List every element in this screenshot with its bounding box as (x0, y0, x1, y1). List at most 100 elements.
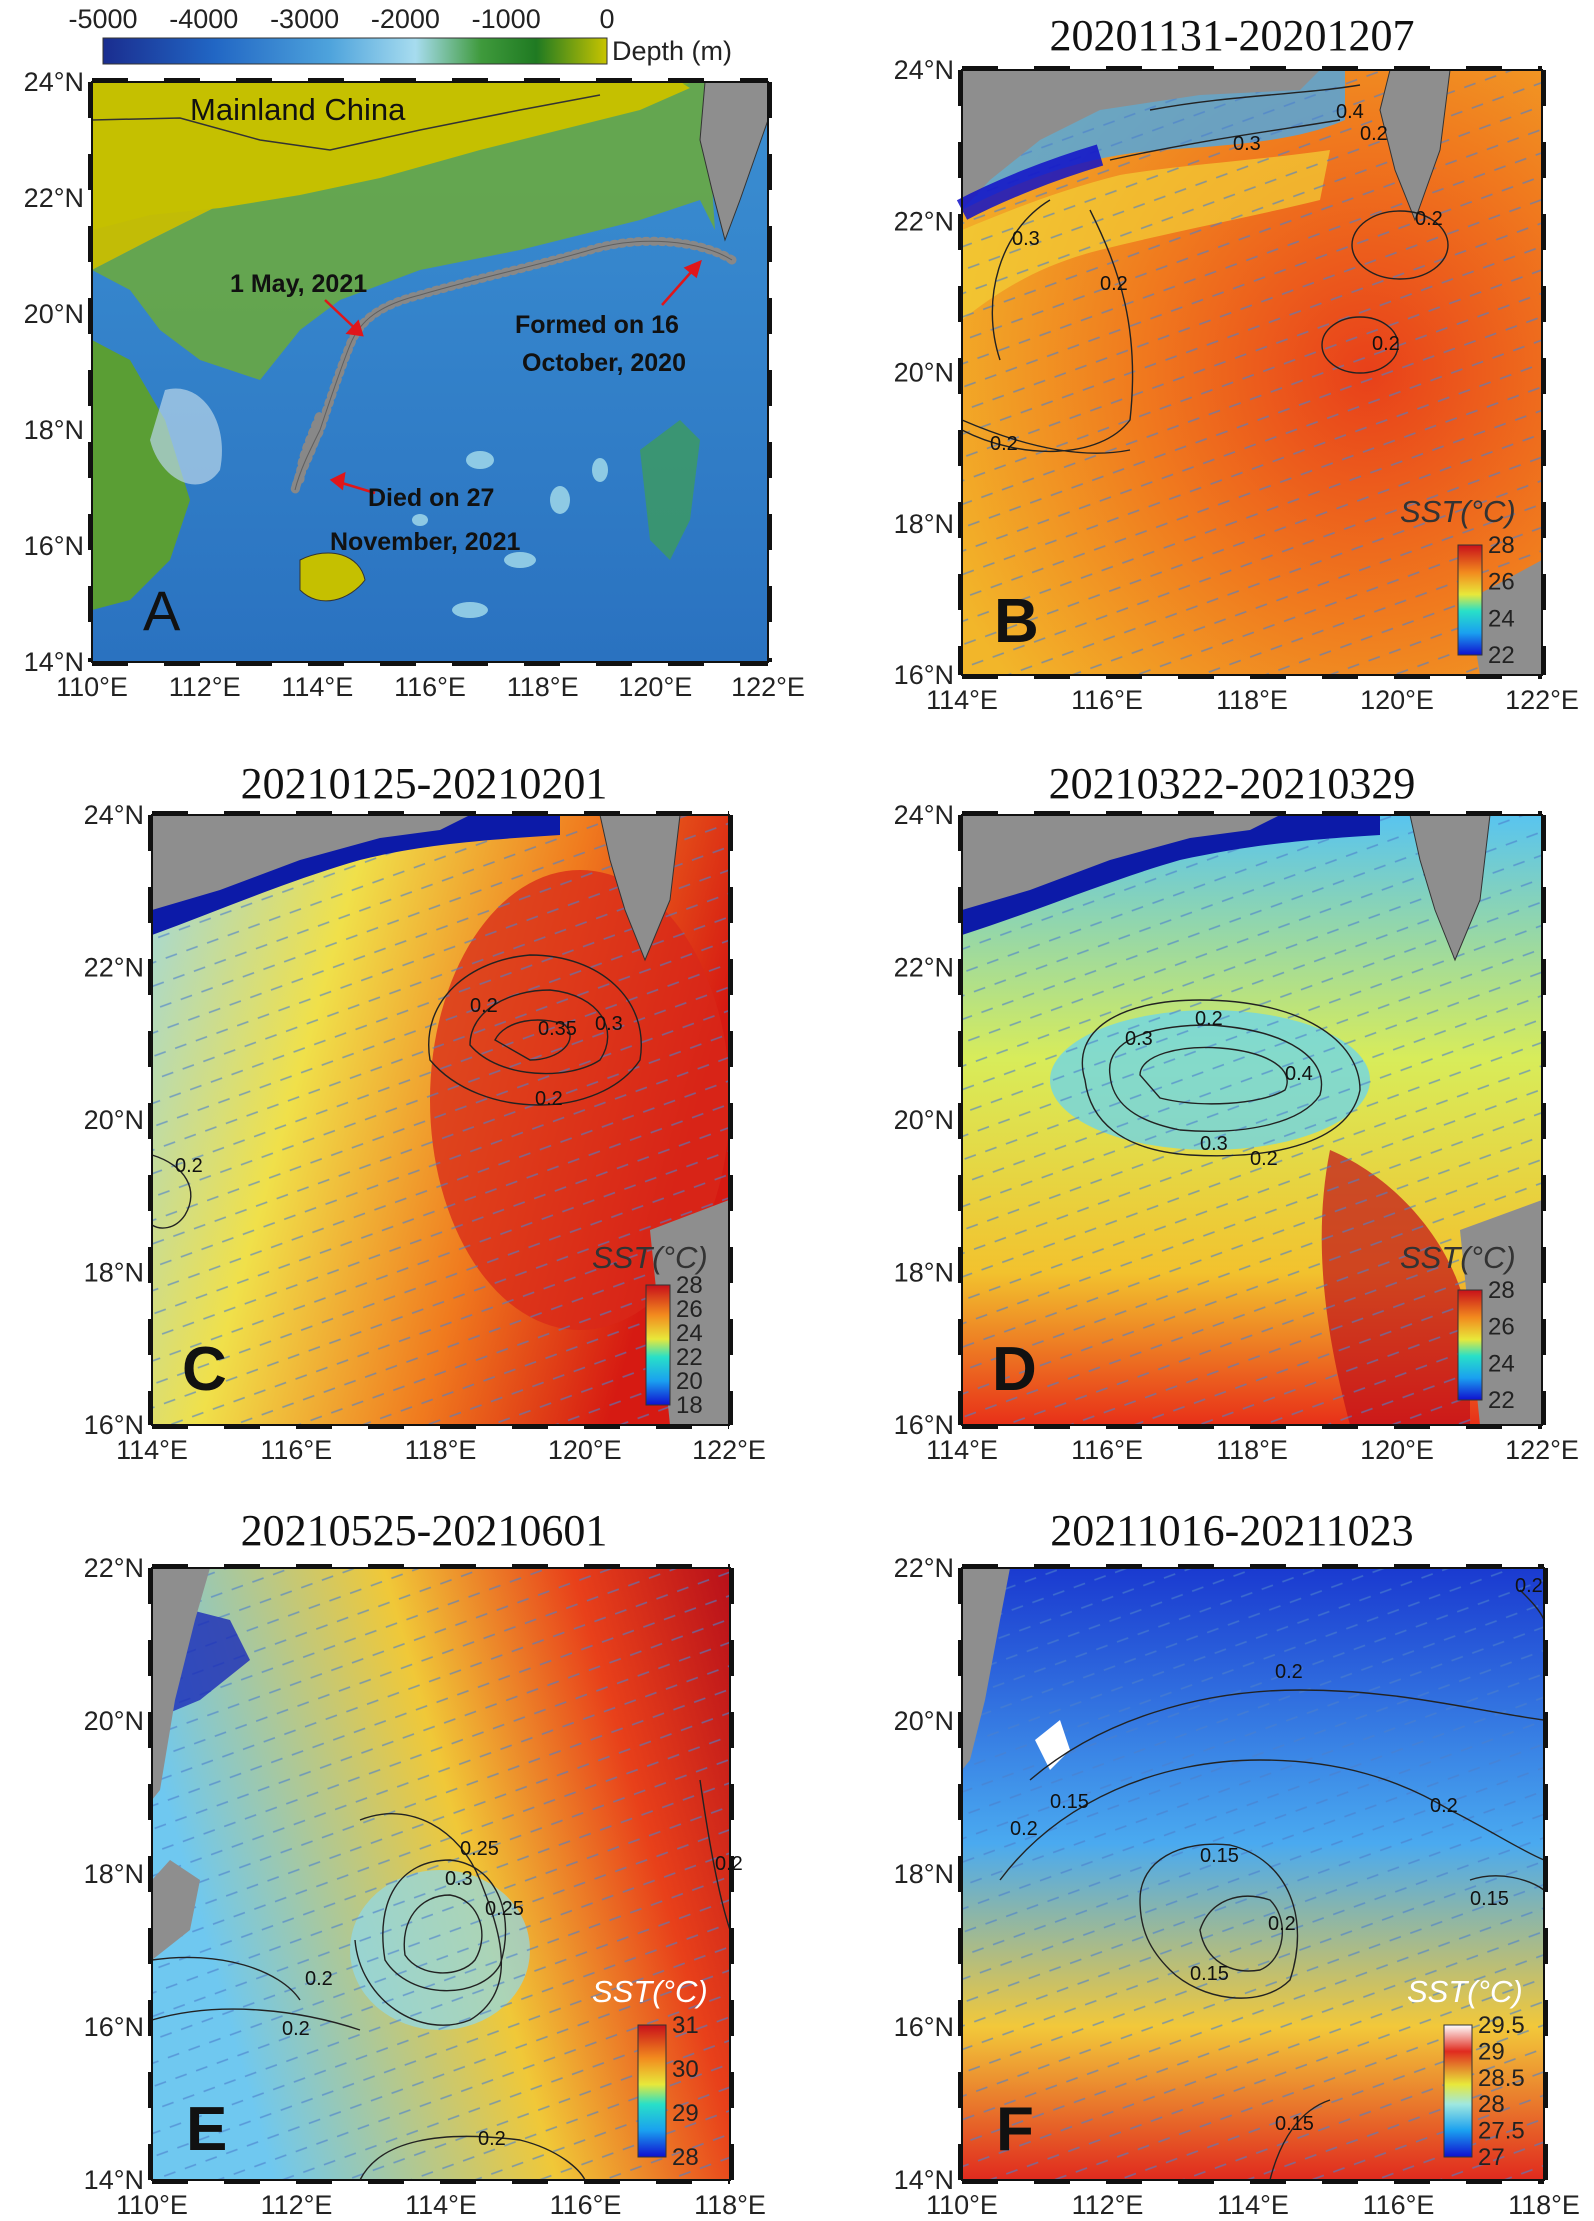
lat-label: 18°N (84, 1258, 144, 1288)
lat-label: 14°N (84, 2165, 144, 2195)
sst-colorbar-tick: 18 (676, 1392, 703, 1419)
svg-text:0.2: 0.2 (715, 1853, 743, 1875)
depth-colorbar-tick: -1000 (472, 4, 541, 34)
panel-a-label-died-2: November, 2021 (330, 528, 520, 556)
lon-label: 120°E (618, 672, 692, 702)
panel-f-contour-labels: 0.2 0.2 0.15 0.2 0.15 0.2 0.15 0.15 0.2 … (1010, 1575, 1543, 2135)
lat-label: 14°N (894, 2165, 954, 2195)
sst-colorbar-tick: 20 (676, 1368, 703, 1395)
panel-c-letter: C (182, 1335, 227, 1404)
depth-colorbar-ramp (102, 37, 608, 65)
panel-a-mainland (92, 82, 690, 230)
lat-label: 20°N (894, 1706, 954, 1736)
depth-colorbar-tick: -2000 (371, 4, 440, 34)
sst-colorbar-tick: 28 (1488, 1277, 1515, 1304)
panel-d-lon-labels: 114°E 116°E 118°E 120°E 122°E (926, 1435, 1579, 1465)
lat-label: 20°N (894, 1105, 954, 1135)
lon-label: 116°E (1071, 1435, 1143, 1465)
panel-f-letter: F (996, 2095, 1034, 2164)
lat-label: 16°N (894, 660, 954, 690)
lat-label: 22°N (894, 1553, 954, 1583)
sst-colorbar-tick: 24 (676, 1320, 703, 1347)
panel-c-frame (148, 811, 733, 1429)
svg-text:0.2: 0.2 (1360, 123, 1388, 145)
lat-label: 22°N (24, 183, 84, 213)
panel-b-lat-labels: 24°N 22°N 20°N 18°N 16°N (894, 55, 954, 690)
panel-a-lat-labels: 24°N 22°N 20°N 18°N 16°N 14°N (24, 67, 84, 677)
sst-colorbar-tick: 28 (676, 1272, 703, 1299)
sst-colorbar-tick: 22 (676, 1344, 703, 1371)
lon-label: 112°E (169, 672, 241, 702)
lon-label: 118°E (405, 1435, 477, 1465)
panel-e: 20210525-20210601 0.25 0.3 0.25 0.2 0.2 … (84, 1506, 766, 2220)
lat-label: 16°N (84, 2012, 144, 2042)
svg-text:0.2: 0.2 (1515, 1575, 1543, 1597)
lat-label: 18°N (894, 509, 954, 539)
sst-colorbar-ramp (637, 2024, 667, 2158)
panel-d-title: 20210322-20210329 (1049, 759, 1416, 808)
panel-d-frame (958, 811, 1546, 1429)
panel-a-west-shelf (92, 340, 190, 610)
panel-d-letter: D (992, 1335, 1037, 1404)
depth-colorbar-tick: 0 (599, 4, 614, 34)
panel-a-shelf-edge (150, 388, 222, 485)
lat-label: 22°N (894, 953, 954, 983)
sst-colorbar-tick: 22 (1488, 642, 1515, 669)
svg-text:0.25: 0.25 (460, 1838, 499, 1860)
panel-f: 20211016-20211023 0.2 0.2 0.15 0.2 0.15 … (894, 1506, 1580, 2220)
lon-label: 122°E (692, 1435, 766, 1465)
panel-d-mainland (962, 815, 1280, 910)
panel-a-label-formed-1: Formed on 16 (515, 311, 679, 339)
lat-label: 20°N (84, 1706, 144, 1736)
panel-b-luzon (1468, 560, 1542, 675)
svg-text:0.3: 0.3 (1233, 133, 1261, 155)
sst-colorbar-tick: 27.5 (1478, 2118, 1525, 2145)
panel-c-sst-label: SST(°C) (592, 1240, 708, 1275)
svg-text:0.4: 0.4 (1285, 1063, 1313, 1085)
lon-label: 112°E (261, 2190, 333, 2216)
lon-label: 116°E (1363, 2190, 1435, 2216)
lon-label: 112°E (1072, 2190, 1144, 2216)
sst-colorbar-tick: 24 (1488, 1350, 1515, 1377)
sst-colorbar-tick: 26 (1488, 569, 1515, 596)
panel-c-lat-labels: 24°N 22°N 20°N 18°N 16°N (84, 800, 144, 1440)
sst-colorbar-ramp (1457, 1289, 1483, 1401)
panel-d: 20210322-20210329 0.2 0.3 0.4 0.3 0.2 28… (894, 759, 1579, 1465)
svg-text:0.2: 0.2 (1268, 1913, 1296, 1935)
lat-label: 20°N (24, 299, 84, 329)
panel-b-colorbar: 28 26 24 22 (1457, 532, 1515, 669)
panel-e-mainland (152, 1568, 210, 1800)
lat-label: 22°N (84, 953, 144, 983)
lat-label: 20°N (84, 1105, 144, 1135)
panel-a-pointer-arrows (324, 259, 702, 495)
svg-text:0.15: 0.15 (1190, 1963, 1229, 1985)
svg-text:0.2: 0.2 (1372, 333, 1400, 355)
panel-f-mainland (962, 1568, 1010, 1770)
panel-b-frame (958, 66, 1546, 679)
lat-label: 16°N (24, 531, 84, 561)
lon-label: 120°E (1360, 1435, 1434, 1465)
svg-text:0.3: 0.3 (445, 1868, 473, 1890)
sst-colorbar-tick: 28.5 (1478, 2065, 1525, 2092)
panel-b-cold-coastal (956, 144, 1104, 220)
lon-label: 110°E (116, 2190, 188, 2216)
panel-a-lon-labels: 110°E 112°E 114°E 116°E 118°E 120°E 122°E (56, 672, 805, 702)
sst-colorbar-tick: 24 (1488, 605, 1515, 632)
lon-label: 114°E (281, 672, 353, 702)
panel-c-title: 20210125-20210201 (241, 759, 608, 808)
panel-a-label-formed-2: October, 2020 (522, 349, 686, 377)
panel-b-contour-labels: 0.4 0.3 0.2 0.3 0.2 0.2 0.2 0.2 (990, 101, 1443, 455)
sst-colorbar-tick: 27 (1478, 2144, 1505, 2171)
panel-f-title: 20211016-20211023 (1050, 1506, 1413, 1555)
lon-label: 122°E (1505, 1435, 1579, 1465)
panel-c-contour-labels: 0.2 0.3 0.35 0.2 0.2 (175, 995, 623, 1177)
panel-e-lon-labels: 110°E 112°E 114°E 116°E 118°E (116, 2190, 766, 2220)
panel-e-frame (148, 1564, 734, 2184)
depth-colorbar: -5000 -4000 -3000 -2000 -1000 0 Depth (m) (68, 4, 732, 66)
lon-label: 120°E (1360, 685, 1434, 715)
lon-label: 116°E (1071, 685, 1143, 715)
sst-colorbar-tick: 26 (1488, 1314, 1515, 1341)
lat-label: 18°N (894, 1859, 954, 1889)
